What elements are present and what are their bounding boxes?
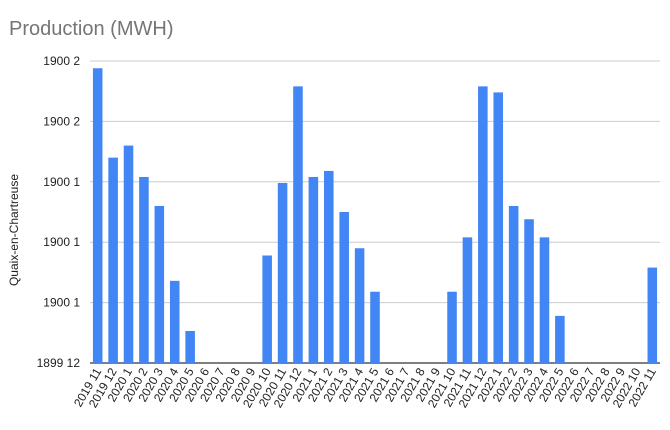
bar — [92, 68, 103, 364]
bar — [539, 237, 550, 363]
y-tick-label: 1900 2 — [43, 114, 80, 128]
bar — [308, 176, 319, 363]
bar — [478, 86, 488, 364]
y-axis-label: Quaix-en-Chartreuse — [7, 174, 21, 286]
bar — [108, 157, 118, 363]
bar — [169, 280, 180, 363]
bar — [339, 212, 349, 363]
chart-title: Production (MWH) — [9, 18, 174, 40]
bar — [524, 219, 534, 363]
y-tick-label: 1900 1 — [43, 175, 80, 189]
y-tick-label: 1900 1 — [43, 235, 80, 249]
y-tick-label: 1900 1 — [43, 296, 80, 310]
bar — [647, 267, 658, 363]
bar — [462, 237, 473, 363]
bars — [92, 68, 658, 364]
bar — [370, 291, 380, 363]
bar — [493, 92, 504, 364]
bar — [262, 255, 272, 363]
bar — [508, 205, 519, 363]
bar — [555, 315, 565, 363]
bar — [123, 145, 134, 363]
bar — [354, 248, 365, 363]
y-tick-label: 1899 12 — [37, 356, 81, 370]
bar — [185, 330, 195, 363]
bar — [277, 183, 288, 363]
bar — [324, 170, 334, 363]
y-tick-label: 1900 2 — [43, 54, 80, 68]
bar — [154, 205, 165, 363]
y-tick-labels: 1899 12 1900 1 1900 1 1900 1 1900 2 1900 2 — [37, 54, 81, 370]
bar — [293, 86, 303, 364]
bar — [447, 291, 457, 363]
bar — [139, 176, 149, 363]
